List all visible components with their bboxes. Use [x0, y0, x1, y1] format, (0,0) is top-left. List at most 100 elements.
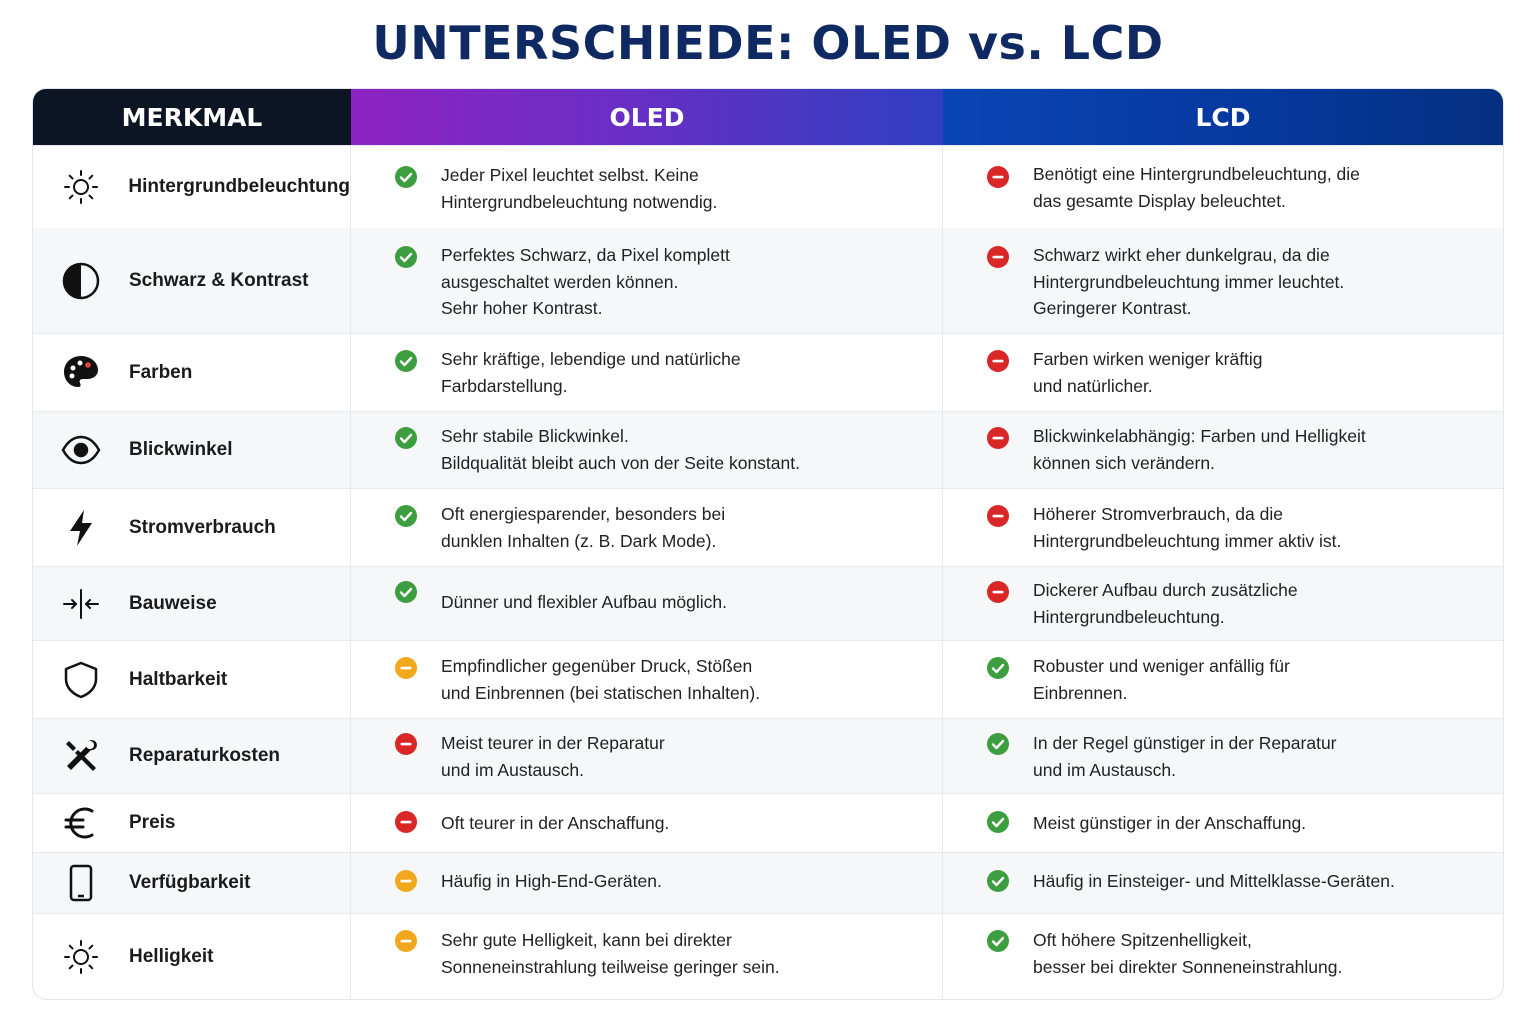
oled-description: Oft teurer in der Anschaffung. — [441, 810, 922, 837]
feature-cell: Verfügbarkeit — [33, 853, 351, 913]
palette-icon — [33, 353, 129, 393]
lcd-cell: Farben wirken weniger kräftig und natürli… — [943, 334, 1503, 411]
feature-name: Blickwinkel — [129, 439, 233, 460]
table-row: Schwarz & Kontrast Perfektes Schwarz, da … — [33, 228, 1503, 333]
oled-description: Oft energiesparender, besonders bei dunkl… — [441, 501, 922, 554]
warning-minus-icon — [395, 930, 417, 952]
shield-icon — [33, 660, 129, 700]
lcd-cell: In der Regel günstiger in der Reparatur u… — [943, 719, 1503, 793]
oled-text-line: Farbdarstellung. — [441, 375, 568, 396]
feature-name: Schwarz & Kontrast — [129, 269, 309, 291]
minus-icon — [987, 246, 1009, 268]
oled-description: Sehr kräftige, lebendige und natürliche F… — [441, 346, 922, 399]
feature-cell: Hintergrundbeleuchtung — [33, 146, 351, 228]
oled-text-line: Jeder Pixel leuchtet selbst. Keine — [441, 165, 699, 185]
check-icon — [987, 870, 1009, 892]
table-row: Bauweise Dünner und flexibler Aufbau mögl… — [33, 566, 1503, 640]
lcd-description: Häufig in Einsteiger- und Mittelklasse-G… — [1033, 868, 1483, 895]
oled-cell: Perfektes Schwarz, da Pixel komplett ausg… — [351, 228, 943, 333]
feature-name: Preis — [129, 812, 176, 833]
warning-minus-icon — [395, 657, 417, 679]
lcd-text-line: Oft höhere Spitzenhelligkeit, — [1033, 930, 1252, 950]
lcd-text-line: Dickerer Aufbau durch zusätzliche — [1033, 580, 1298, 600]
lcd-text-line: das gesamte Display beleuchtet. — [1033, 190, 1286, 211]
oled-text-line: Oft energiesparender, besonders bei — [441, 504, 726, 524]
check-icon — [395, 581, 417, 603]
header-lcd: LCD — [943, 89, 1503, 145]
oled-description: Häufig in High-End-Geräten. — [441, 868, 922, 895]
oled-description: Sehr stabile Blickwinkel. Bildqualität bl… — [441, 423, 922, 476]
oled-text-line: dunklen Inhalten (z. B. Dark Mode). — [441, 530, 717, 551]
oled-cell: Empfindlicher gegenüber Druck, Stößen und… — [351, 641, 943, 718]
comparison-table: MERKMAL OLED LCD Hintergrundbeleuchtung J… — [32, 88, 1504, 1000]
oled-description: Dünner und flexibler Aufbau möglich. — [441, 589, 922, 616]
warning-minus-icon — [395, 870, 417, 892]
oled-cell: Oft teurer in der Anschaffung. — [351, 794, 943, 852]
oled-text-line: Oft teurer in der Anschaffung. — [441, 813, 670, 833]
lcd-cell: Blickwinkelabhängig: Farben und Helligke… — [943, 412, 1503, 488]
oled-description: Perfektes Schwarz, da Pixel komplett ausg… — [441, 242, 922, 322]
euro-icon — [33, 803, 129, 843]
lcd-text-line: Benötigt eine Hintergrundbeleuchtung, di… — [1033, 164, 1360, 184]
oled-cell: Oft energiesparender, besonders bei dunkl… — [351, 489, 943, 566]
oled-text-line: Empfindlicher gegenüber Druck, Stößen — [441, 656, 753, 676]
lcd-description: Oft höhere Spitzenhelligkeit, besser bei … — [1033, 927, 1483, 980]
oled-text-line: Häufig in High-End-Geräten. — [441, 871, 662, 891]
check-icon — [987, 733, 1009, 755]
lcd-text-line: Blickwinkelabhängig: Farben und Helligke… — [1033, 426, 1366, 446]
feature-cell: Farben — [33, 334, 351, 411]
table-row: Helligkeit Sehr gute Helligkeit, kann bei… — [33, 913, 1503, 999]
lcd-description: Blickwinkelabhängig: Farben und Helligke… — [1033, 423, 1483, 476]
lcd-text-line: Höherer Stromverbrauch, da die — [1033, 504, 1283, 524]
oled-text-line: und Einbrennen (bei statischen Inhalten)… — [441, 682, 761, 703]
eye-icon — [33, 430, 129, 470]
lcd-description: In der Regel günstiger in der Reparatur u… — [1033, 730, 1483, 783]
lcd-cell: Höherer Stromverbrauch, da die Hintergrun… — [943, 489, 1503, 566]
oled-cell: Meist teurer in der Reparatur und im Aust… — [351, 719, 943, 793]
header-oled: OLED — [351, 89, 943, 145]
oled-cell: Sehr gute Helligkeit, kann bei direkter S… — [351, 914, 943, 999]
feature-cell: Haltbarkeit — [33, 641, 351, 718]
thickness-icon — [33, 584, 129, 624]
lcd-text-line: Häufig in Einsteiger- und Mittelklasse-G… — [1033, 871, 1395, 891]
oled-text-line: Perfektes Schwarz, da Pixel komplett — [441, 245, 730, 265]
check-icon — [395, 505, 417, 527]
header-feature: MERKMAL — [33, 89, 351, 145]
oled-text-line: ausgeschaltet werden können. — [441, 271, 679, 292]
sun-icon — [33, 937, 129, 977]
lcd-cell: Robuster und weniger anfällig für Einbren… — [943, 641, 1503, 718]
lcd-text-line: Meist günstiger in der Anschaffung. — [1033, 813, 1307, 833]
check-icon — [395, 350, 417, 372]
lightning-icon — [33, 508, 129, 548]
oled-cell: Häufig in High-End-Geräten. — [351, 853, 943, 913]
table-row: Farben Sehr kräftige, lebendige und natür… — [33, 333, 1503, 411]
lcd-text-line: und im Austausch. — [1033, 759, 1176, 780]
lcd-text-line: Hintergrundbeleuchtung immer aktiv ist. — [1033, 530, 1342, 551]
lcd-cell: Meist günstiger in der Anschaffung. — [943, 794, 1503, 852]
oled-cell: Dünner und flexibler Aufbau möglich. — [351, 567, 943, 640]
lcd-text-line: Geringerer Kontrast. — [1033, 298, 1192, 318]
lcd-text-line: besser bei direkter Sonneneinstrahlung. — [1033, 956, 1343, 977]
oled-cell: Jeder Pixel leuchtet selbst. Keine Hinter… — [351, 146, 943, 228]
feature-name: Haltbarkeit — [129, 668, 228, 690]
smartphone-icon — [33, 863, 129, 903]
table-row: Hintergrundbeleuchtung Jeder Pixel leucht… — [33, 145, 1503, 228]
oled-text-line: Sehr hoher Kontrast. — [441, 298, 603, 318]
minus-icon — [987, 505, 1009, 527]
lcd-text-line: In der Regel günstiger in der Reparatur — [1033, 733, 1337, 753]
oled-description: Jeder Pixel leuchtet selbst. Keine Hinter… — [441, 162, 922, 215]
minus-icon — [395, 811, 417, 833]
table-row: Preis Oft teurer in der Anschaffung. Meist… — [33, 793, 1503, 852]
oled-text-line: Sehr stabile Blickwinkel. — [441, 426, 629, 446]
feature-name: Hintergrundbeleuchtung — [128, 176, 350, 197]
page-title: UNTERSCHIEDE: OLED vs. LCD — [372, 16, 1164, 70]
lcd-description: Farben wirken weniger kräftig und natürli… — [1033, 346, 1483, 399]
lcd-text-line: Robuster und weniger anfällig für — [1033, 656, 1290, 676]
feature-cell: Preis — [33, 794, 351, 852]
check-icon — [987, 930, 1009, 952]
sun-icon — [33, 167, 128, 207]
table-row: Haltbarkeit Empfindlicher gegenüber Druck… — [33, 640, 1503, 718]
lcd-description: Meist günstiger in der Anschaffung. — [1033, 810, 1483, 837]
lcd-description: Schwarz wirkt eher dunkelgrau, da die Hin… — [1033, 242, 1483, 322]
lcd-cell: Schwarz wirkt eher dunkelgrau, da die Hin… — [943, 228, 1503, 333]
